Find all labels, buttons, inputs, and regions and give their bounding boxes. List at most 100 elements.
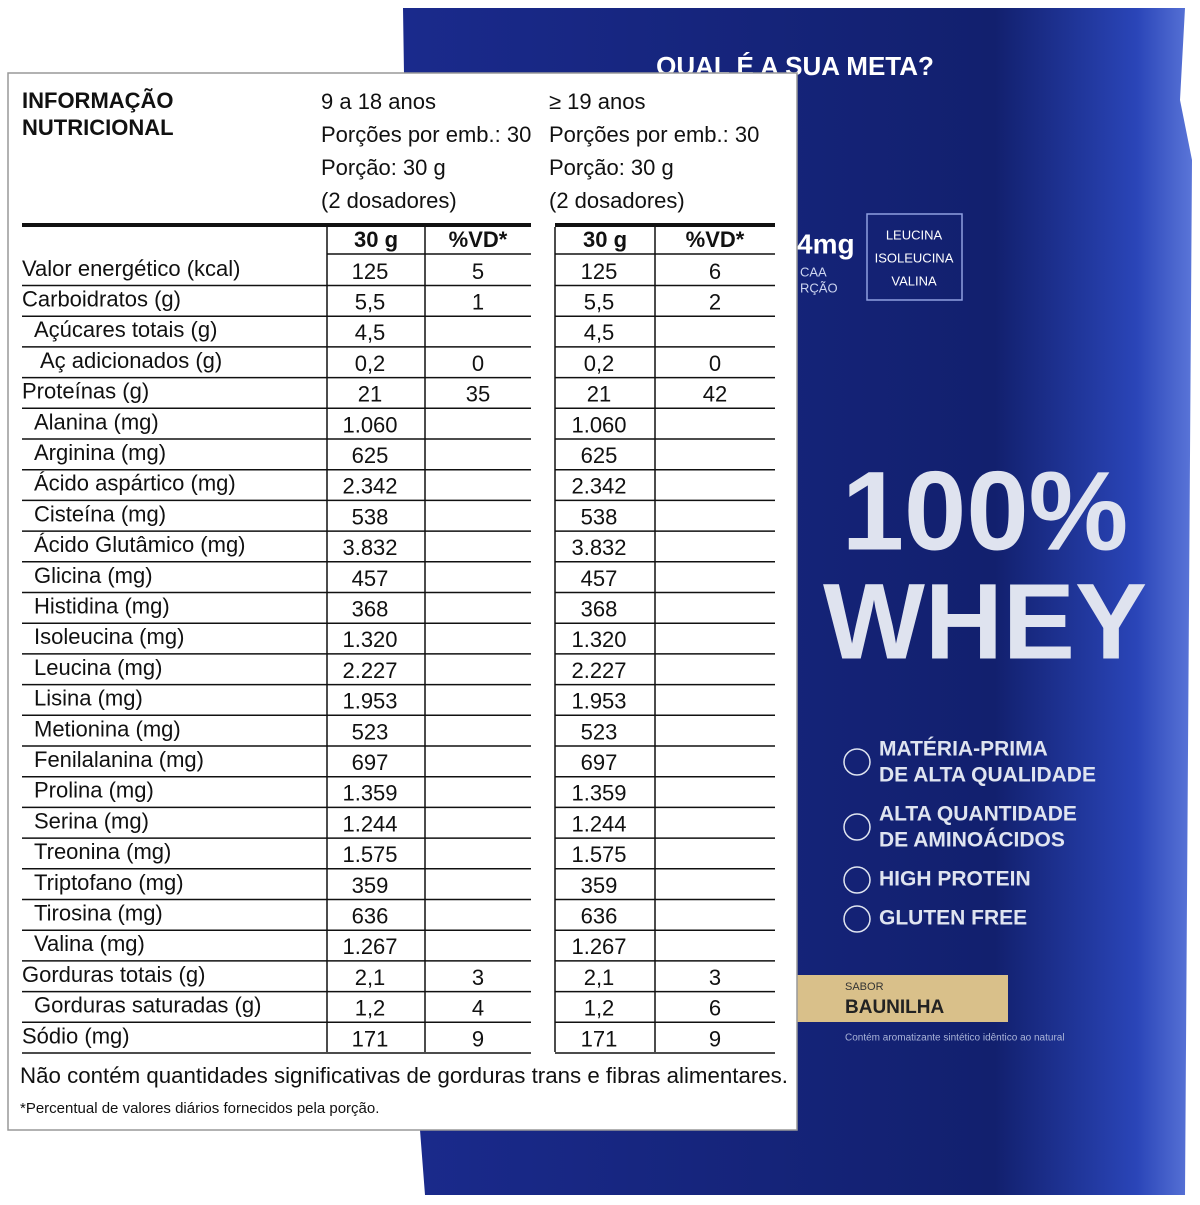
nutrient-value: 42 xyxy=(703,382,727,407)
nutrient-value: 2 xyxy=(709,290,721,315)
nutrient-value: 21 xyxy=(358,382,382,407)
nutrient-name: Proteínas (g) xyxy=(22,379,149,404)
nutrient-value: 1.575 xyxy=(342,842,397,867)
bcaa-caption: RÇÃO xyxy=(800,280,838,295)
nutrient-value: 2,1 xyxy=(584,965,615,990)
nutrient-name: Gorduras totais (g) xyxy=(22,962,205,987)
feature-icon xyxy=(843,748,871,776)
nutrient-value: 6 xyxy=(709,996,721,1021)
nutrient-value: 2.342 xyxy=(571,474,626,499)
nutrient-name: Arginina (mg) xyxy=(34,440,166,465)
nutrient-value: 9 xyxy=(472,1026,484,1051)
nutrient-value: 0 xyxy=(472,351,484,376)
column-header: %VD* xyxy=(449,227,508,252)
nutrient-value: 1.267 xyxy=(571,934,626,959)
nutrient-value: 4,5 xyxy=(355,320,386,345)
nutrient-value: 3.832 xyxy=(342,535,397,560)
flavor-box xyxy=(797,975,1008,1022)
group-header: Porções por emb.: 30 xyxy=(549,122,759,147)
feature-text: DE ALTA QUALIDADE xyxy=(879,764,1096,787)
nutrient-value: 538 xyxy=(352,504,389,529)
nutrient-value: 1.244 xyxy=(571,811,626,836)
column-header: %VD* xyxy=(686,227,745,252)
feature-icon xyxy=(843,866,871,894)
nutrient-value: 359 xyxy=(581,873,618,898)
group-header: Porção: 30 g xyxy=(549,155,674,180)
product-name: 100% xyxy=(842,449,1128,574)
nutrient-value: 0,2 xyxy=(355,351,386,376)
nutrient-value: 625 xyxy=(352,443,389,468)
nutrient-value: 538 xyxy=(581,504,618,529)
nutrient-value: 5,5 xyxy=(355,290,386,315)
nutrient-name: Triptofano (mg) xyxy=(34,870,184,895)
nutrient-name: Leucina (mg) xyxy=(34,655,162,680)
nutrient-value: 1.060 xyxy=(342,412,397,437)
nutrient-value: 21 xyxy=(587,382,611,407)
column-header: 30 g xyxy=(354,227,398,252)
note: Não contém quantidades significativas de… xyxy=(20,1063,788,1088)
nutrient-value: 4 xyxy=(472,996,484,1021)
footnote: *Percentual de valores diários fornecido… xyxy=(20,1100,379,1117)
nutrient-value: 125 xyxy=(352,259,389,284)
nutrient-value: 636 xyxy=(352,904,389,929)
feature-text: HIGH PROTEIN xyxy=(879,868,1031,891)
group-header: (2 dosadores) xyxy=(321,188,457,213)
nutrient-value: 171 xyxy=(352,1026,389,1051)
nutrient-value: 0 xyxy=(709,351,721,376)
nutrient-value: 1.953 xyxy=(571,689,626,714)
amino-box xyxy=(866,213,963,301)
nutrient-value: 9 xyxy=(709,1026,721,1051)
nutrient-value: 1.060 xyxy=(571,412,626,437)
nutrient-value: 697 xyxy=(581,750,618,775)
group-header: 9 a 18 anos xyxy=(321,89,436,114)
nutrient-name: Valina (mg) xyxy=(34,931,145,956)
nutrient-value: 3.832 xyxy=(571,535,626,560)
nutrient-value: 0,2 xyxy=(584,351,615,376)
nutrient-value: 368 xyxy=(581,597,618,622)
amino-name: ISOLEUCINA xyxy=(875,250,954,265)
bcaa-caption: CAA xyxy=(800,264,827,279)
nutrient-value: 457 xyxy=(581,566,618,591)
nutrient-value: 523 xyxy=(352,719,389,744)
nutrient-value: 636 xyxy=(581,904,618,929)
flavor: BAUNILHA xyxy=(845,997,944,1018)
nutrient-value: 1.953 xyxy=(342,689,397,714)
nutrient-value: 1.359 xyxy=(571,781,626,806)
nutrient-name: Aç adicionados (g) xyxy=(40,348,222,373)
bcaa-value: 4mg xyxy=(797,228,855,259)
nutrient-value: 2.227 xyxy=(571,658,626,683)
nutrient-value: 523 xyxy=(581,719,618,744)
nutrient-value: 4,5 xyxy=(584,320,615,345)
group-header: ≥ 19 anos xyxy=(549,89,645,114)
nutrient-value: 1 xyxy=(472,290,484,315)
product-name: WHEY xyxy=(823,561,1147,682)
nutrient-value: 1.267 xyxy=(342,934,397,959)
nutrient-value: 1.575 xyxy=(571,842,626,867)
nutrient-value: 125 xyxy=(581,259,618,284)
nutrient-value: 1.244 xyxy=(342,811,397,836)
nutrient-value: 625 xyxy=(581,443,618,468)
nutrient-value: 1.359 xyxy=(342,781,397,806)
feature-text: DE AMINOÁCIDOS xyxy=(879,829,1065,852)
nutrient-value: 1,2 xyxy=(355,996,386,1021)
nutrient-name: Isoleucina (mg) xyxy=(34,624,184,649)
feature-text: MATÉRIA-PRIMA xyxy=(879,738,1048,761)
nutrient-value: 2,1 xyxy=(355,965,386,990)
feature-text: ALTA QUANTIDADE xyxy=(879,803,1077,826)
nutrient-name: Açúcares totais (g) xyxy=(34,317,217,342)
nutrient-value: 3 xyxy=(472,965,484,990)
nutrient-name: Treonina (mg) xyxy=(34,839,171,864)
nutrient-name: Glicina (mg) xyxy=(34,563,153,588)
amino-name: LEUCINA xyxy=(886,227,943,242)
nutrient-value: 457 xyxy=(352,566,389,591)
nutrient-value: 5 xyxy=(472,259,484,284)
nutrient-name: Lisina (mg) xyxy=(34,686,143,711)
nutrient-name: Cisteína (mg) xyxy=(34,501,166,526)
nutrient-value: 6 xyxy=(709,259,721,284)
nutrient-name: Tirosina (mg) xyxy=(34,901,163,926)
label-title: INFORMAÇÃO xyxy=(22,88,174,113)
nutrient-value: 3 xyxy=(709,965,721,990)
nutrient-name: Sódio (mg) xyxy=(22,1023,130,1048)
